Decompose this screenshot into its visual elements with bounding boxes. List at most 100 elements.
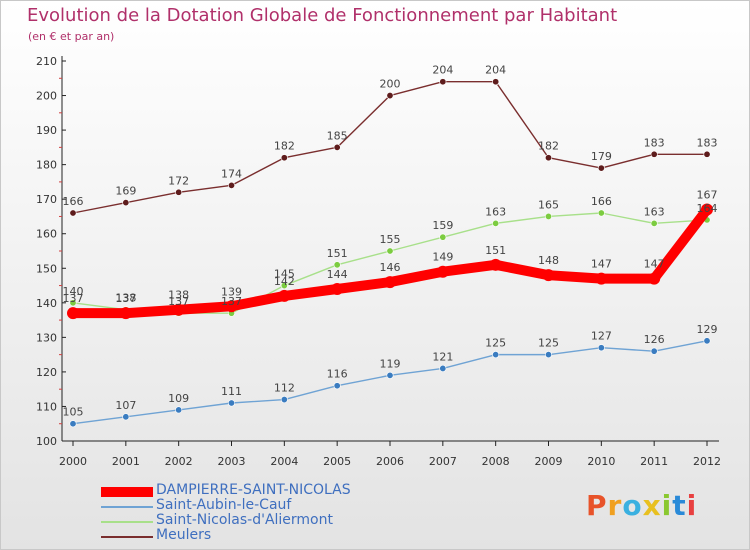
data-label: 147 <box>591 258 612 271</box>
data-label: 121 <box>432 350 453 363</box>
data-label: 167 <box>697 189 718 202</box>
data-point <box>69 420 77 428</box>
data-point <box>650 347 658 355</box>
data-label: 174 <box>221 167 242 180</box>
x-tick-label: 2009 <box>535 455 563 468</box>
y-tick-label: 180 <box>36 159 57 172</box>
data-point <box>225 300 238 313</box>
data-point <box>439 233 447 241</box>
data-label: 165 <box>538 198 559 211</box>
data-point <box>701 203 713 216</box>
data-point <box>703 337 711 345</box>
y-tick-label: 160 <box>36 228 57 241</box>
data-label: 129 <box>697 323 718 336</box>
x-tick-label: 2008 <box>482 455 510 468</box>
y-tick-label: 130 <box>36 331 57 344</box>
legend-swatch <box>101 536 153 538</box>
data-point <box>436 265 449 278</box>
x-tick-label: 2000 <box>59 455 87 468</box>
data-label: 182 <box>274 140 295 153</box>
data-point <box>333 261 341 269</box>
data-label: 139 <box>221 285 242 298</box>
x-tick-label: 2010 <box>587 455 615 468</box>
x-tick-label: 2011 <box>640 455 668 468</box>
legend-swatch <box>101 487 153 497</box>
data-label: 204 <box>485 64 506 77</box>
data-label: 105 <box>63 406 84 419</box>
data-point <box>492 78 500 86</box>
data-label: 111 <box>221 385 242 398</box>
data-label: 169 <box>115 185 136 198</box>
data-point <box>280 396 288 404</box>
data-point <box>544 212 552 220</box>
data-label: 151 <box>485 244 506 257</box>
legend-label: DAMPIERRE-SAINT-NICOLAS <box>156 482 351 498</box>
data-point <box>278 289 291 302</box>
data-point <box>69 299 77 307</box>
series-line-3 <box>72 81 708 214</box>
data-label: 140 <box>63 285 84 298</box>
legend-item: DAMPIERRE-SAINT-NICOLAS <box>101 482 461 500</box>
data-label: 126 <box>644 333 665 346</box>
data-label: 163 <box>485 205 506 218</box>
legend-item: Meulers <box>101 527 461 545</box>
data-point <box>542 269 555 282</box>
data-point <box>333 143 341 151</box>
data-label: 138 <box>115 292 136 305</box>
logo-letter: i <box>661 489 673 522</box>
data-point <box>648 272 661 285</box>
data-label: 149 <box>432 251 453 264</box>
data-label: 125 <box>538 337 559 350</box>
logo-letter: P <box>586 489 608 522</box>
data-point <box>69 209 77 217</box>
data-point <box>597 164 605 172</box>
data-label: 125 <box>485 337 506 350</box>
data-point <box>280 282 288 290</box>
y-tick-label: 110 <box>36 400 57 413</box>
data-point <box>228 181 236 189</box>
data-label: 107 <box>115 399 136 412</box>
data-point <box>331 283 344 295</box>
data-point <box>122 199 130 207</box>
data-label: 172 <box>168 174 189 187</box>
data-label: 151 <box>327 247 348 260</box>
y-tick-label: 100 <box>36 435 57 448</box>
x-tick-label: 2004 <box>270 455 298 468</box>
data-label: 163 <box>644 205 665 218</box>
data-point <box>228 399 236 407</box>
data-point <box>333 382 341 390</box>
data-point <box>650 150 658 158</box>
x-tick-label: 2003 <box>218 455 246 468</box>
data-label: 185 <box>327 129 348 142</box>
x-tick-label: 2012 <box>693 455 721 468</box>
data-point <box>386 247 394 255</box>
series-line-1 <box>72 340 708 425</box>
legend-label: Meulers <box>156 527 212 543</box>
data-label: 183 <box>644 136 665 149</box>
data-label: 145 <box>274 268 295 281</box>
legend: DAMPIERRE-SAINT-NICOLAS Saint-Aubin-le-Ca… <box>101 482 461 545</box>
data-label: 166 <box>591 195 612 208</box>
data-point <box>175 406 183 414</box>
logo-letter: o <box>622 489 643 522</box>
data-point <box>595 272 608 285</box>
x-tick-label: 2001 <box>112 455 140 468</box>
x-tick-label: 2002 <box>165 455 193 468</box>
y-tick-label: 120 <box>36 366 57 379</box>
data-point <box>544 351 552 359</box>
y-tick-label: 170 <box>36 193 57 206</box>
data-label: 137 <box>63 292 84 305</box>
legend-item: Saint-Nicolas-d'Aliermont <box>101 512 461 530</box>
data-label: 116 <box>327 368 348 381</box>
x-tick-label: 2005 <box>323 455 351 468</box>
data-point <box>597 344 605 352</box>
logo-letter: t <box>672 489 687 522</box>
data-label: 204 <box>432 64 453 77</box>
data-label: 182 <box>538 140 559 153</box>
data-label: 159 <box>432 219 453 232</box>
legend-item: Saint-Aubin-le-Cauf <box>101 497 461 515</box>
data-point <box>597 209 605 217</box>
data-label: 137 <box>168 295 189 308</box>
proxiti-logo: Proxiti <box>586 489 696 525</box>
